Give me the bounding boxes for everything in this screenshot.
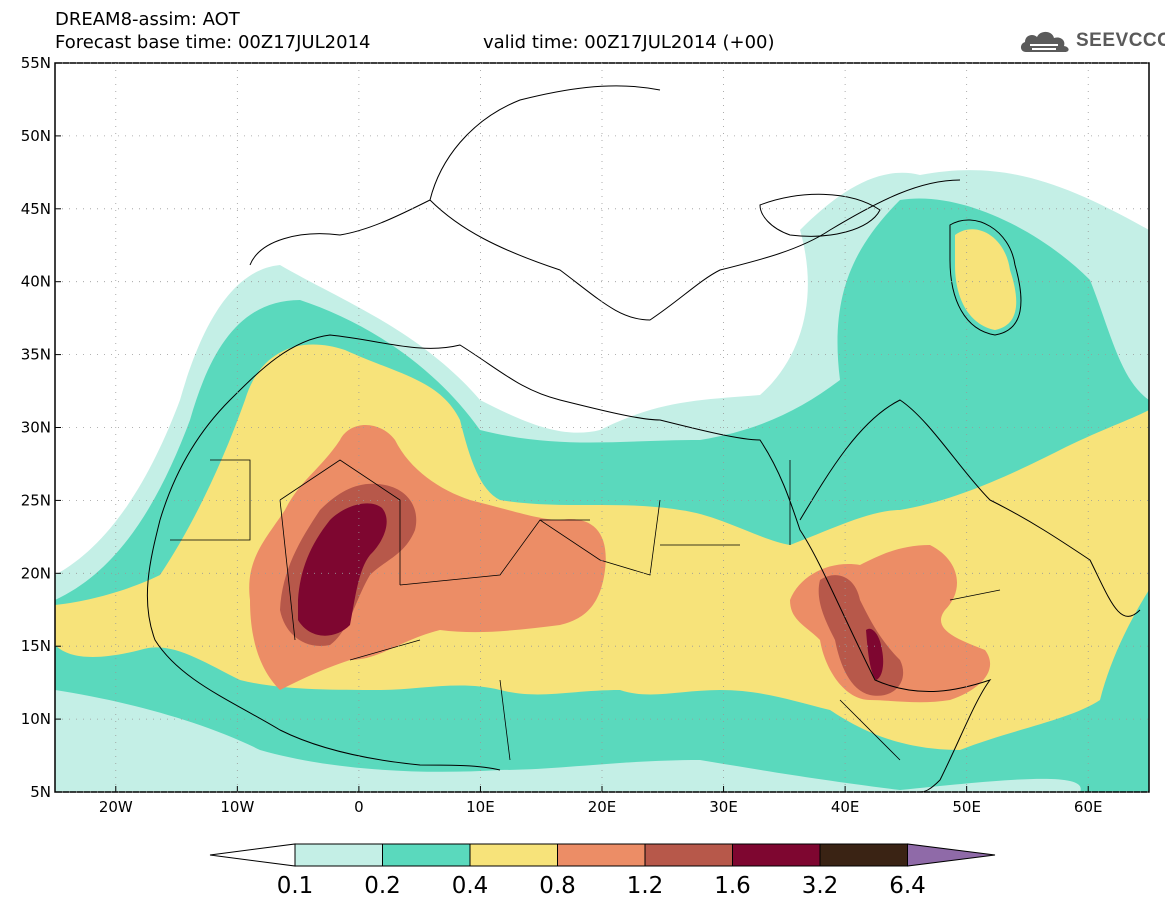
lat-tick-label: 15N [21,637,51,655]
lat-tick-label: 10N [21,710,51,728]
logo-text: SEEVCCC [1076,30,1165,51]
colorbar-swatch [294,843,383,867]
caspian-coastline [949,219,1022,336]
lon-tick-label: 10E [466,798,495,816]
colorbar-swatch [732,843,821,867]
aot-field [55,170,1149,792]
colorbar-label: 0.1 [277,873,314,899]
lat-tick-label: 40N [21,273,51,291]
lat-tick-label: 5N [30,783,51,801]
lat-tick-label: 30N [21,419,51,437]
valid-time: valid time: 00Z17JUL2014 (+00) [483,32,775,53]
colorbar [209,843,996,867]
longitude-labels: 20W 10W 0 10E 20E 30E 40E 50E 60E [99,798,1103,816]
lon-tick-label: 20W [99,798,133,816]
colorbar-max-triangle [907,843,996,867]
colorbar-swatch [557,843,646,867]
europe-coastline [249,85,961,321]
lon-tick-label: 40E [831,798,860,816]
colorbar-label: 0.4 [452,873,489,899]
colorbar-label: 0.8 [539,873,576,899]
colorbar-swatch [819,843,908,867]
lat-tick-label: 50N [21,127,51,145]
aot-contour-1.6-redsea [866,628,884,680]
cloud-icon [1020,31,1069,52]
colorbar-label: 0.2 [364,873,401,899]
lon-tick-label: 10W [220,798,254,816]
arabia-coastline [799,399,1141,617]
seevccc-logo: SEEVCCC [1018,26,1165,56]
africa-coastline [159,334,992,792]
forecast-base-time: Forecast base time: 00Z17JUL2014 [55,32,371,53]
colorbar-swatch [644,843,733,867]
black-sea-coastline [759,193,881,237]
colorbar-labels: 0.1 0.2 0.4 0.8 1.2 1.6 3.2 6.4 [277,873,926,899]
colorbar-label: 6.4 [889,873,926,899]
coastlines [146,85,1141,792]
lat-tick-label: 55N [21,54,51,72]
lat-tick-label: 35N [21,346,51,364]
colorbar-label: 1.6 [714,873,751,899]
colorbar-label: 3.2 [802,873,839,899]
colorbar-swatch [469,843,558,867]
lon-tick-label: 30E [709,798,738,816]
lon-tick-label: 60E [1074,798,1103,816]
colorbar-swatch [382,843,471,867]
lat-tick-label: 45N [21,200,51,218]
time-info: Forecast base time: 00Z17JUL2014 valid ti… [55,32,775,53]
aot-contour-0.4-caspian [955,229,1017,330]
lat-tick-label: 25N [21,491,51,509]
lon-tick-label: 50E [952,798,981,816]
colorbar-min-triangle [209,843,296,867]
colorbar-label: 1.2 [627,873,664,899]
lat-lon-grid [55,62,1149,793]
political-borders [170,459,1001,761]
aot-contour-1.6 [298,503,387,636]
lon-tick-label: 0 [354,798,364,816]
lon-tick-label: 20E [588,798,617,816]
lat-tick-label: 20N [21,564,51,582]
latitude-labels: 5N 10N 15N 20N 25N 30N 35N 40N 45N 50N 55N [21,54,51,801]
map-title: DREAM8-assim: AOT [55,9,240,30]
west-africa-coastline [146,519,501,771]
